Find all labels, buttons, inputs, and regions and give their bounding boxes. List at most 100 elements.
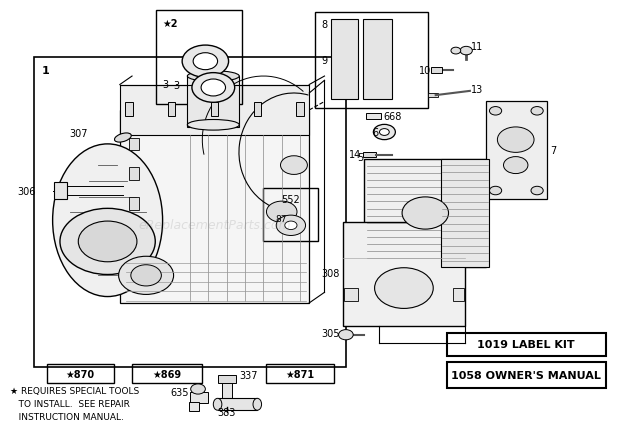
Ellipse shape — [213, 399, 222, 410]
Ellipse shape — [253, 399, 262, 410]
Circle shape — [451, 48, 461, 55]
Bar — [34, 58, 346, 367]
Ellipse shape — [187, 120, 239, 131]
Bar — [222, 378, 232, 407]
Ellipse shape — [53, 144, 162, 297]
Circle shape — [280, 157, 308, 175]
Text: 305: 305 — [321, 328, 340, 338]
Circle shape — [374, 268, 433, 309]
Bar — [363, 153, 376, 158]
Bar — [168, 103, 175, 117]
Text: ★871: ★871 — [285, 369, 314, 379]
Text: 5: 5 — [356, 153, 363, 163]
Bar — [46, 365, 113, 384]
Circle shape — [277, 215, 306, 236]
Circle shape — [339, 330, 353, 340]
Bar — [120, 85, 309, 136]
Text: 14: 14 — [349, 150, 361, 160]
Circle shape — [191, 384, 205, 394]
Text: eReplacementParts.com: eReplacementParts.com — [138, 218, 291, 231]
Ellipse shape — [187, 71, 239, 82]
Text: 8: 8 — [321, 20, 327, 30]
Circle shape — [489, 108, 502, 116]
Circle shape — [78, 221, 137, 262]
Bar — [129, 197, 140, 210]
Text: 10: 10 — [419, 65, 432, 76]
Bar — [446, 362, 606, 388]
Circle shape — [402, 197, 448, 230]
Bar — [218, 375, 236, 384]
Text: 552: 552 — [281, 194, 300, 205]
Circle shape — [503, 157, 528, 174]
Bar — [129, 138, 140, 151]
Bar — [132, 365, 202, 384]
Text: 307: 307 — [69, 129, 88, 139]
Bar — [190, 392, 208, 403]
Text: 11: 11 — [471, 42, 484, 52]
Circle shape — [118, 257, 174, 295]
Bar — [428, 94, 438, 98]
Text: 9: 9 — [321, 56, 327, 66]
Text: 87: 87 — [276, 214, 287, 223]
Bar — [264, 189, 319, 242]
Bar — [156, 11, 242, 104]
Bar — [487, 102, 547, 200]
Text: 383: 383 — [218, 407, 236, 417]
Circle shape — [193, 54, 218, 71]
Text: 1019 LABEL KIT: 1019 LABEL KIT — [477, 339, 575, 350]
Bar — [218, 399, 257, 410]
Text: 635: 635 — [170, 387, 189, 397]
Bar — [189, 402, 199, 411]
Text: 3: 3 — [162, 80, 169, 89]
Text: ★870: ★870 — [66, 369, 95, 379]
Bar — [446, 333, 606, 356]
Circle shape — [531, 108, 543, 116]
Circle shape — [192, 74, 235, 103]
Text: 1058 OWNER'S MANUAL: 1058 OWNER'S MANUAL — [451, 370, 601, 380]
Circle shape — [285, 221, 297, 230]
Bar — [343, 223, 465, 326]
Bar — [330, 20, 358, 100]
Text: 6: 6 — [372, 128, 378, 138]
Bar — [211, 103, 218, 117]
Circle shape — [373, 125, 396, 140]
Circle shape — [131, 265, 161, 286]
Bar — [267, 365, 334, 384]
Text: ★2: ★2 — [162, 19, 178, 29]
Bar — [129, 168, 140, 181]
Bar — [366, 114, 381, 120]
Bar — [364, 160, 487, 267]
Text: 13: 13 — [471, 85, 484, 95]
Text: 306: 306 — [18, 186, 36, 196]
Text: ★869: ★869 — [153, 369, 182, 379]
Text: ★ REQUIRES SPECIAL TOOLS
   TO INSTALL.  SEE REPAIR
   INSTRUCTION MANUAL.: ★ REQUIRES SPECIAL TOOLS TO INSTALL. SEE… — [10, 386, 139, 421]
Circle shape — [379, 129, 389, 136]
Text: 337: 337 — [239, 370, 257, 380]
Text: 668: 668 — [384, 112, 402, 122]
Bar — [254, 103, 261, 117]
Bar — [432, 68, 442, 74]
Circle shape — [489, 187, 502, 195]
Ellipse shape — [115, 134, 131, 143]
Bar — [55, 183, 67, 200]
Bar — [187, 77, 239, 128]
Circle shape — [267, 202, 297, 223]
Bar — [316, 13, 428, 109]
Circle shape — [531, 187, 543, 195]
Circle shape — [460, 47, 472, 56]
Bar — [296, 103, 304, 117]
Text: 7: 7 — [551, 146, 557, 156]
Bar — [363, 20, 392, 100]
Circle shape — [60, 209, 155, 275]
Text: 3: 3 — [173, 80, 179, 90]
Circle shape — [182, 46, 229, 78]
Bar — [453, 289, 464, 301]
Text: 308: 308 — [321, 269, 340, 279]
Bar — [120, 111, 309, 303]
Circle shape — [497, 128, 534, 153]
Bar — [441, 160, 489, 267]
Text: 1: 1 — [42, 65, 50, 75]
Circle shape — [201, 80, 226, 97]
Bar — [344, 289, 358, 301]
Bar — [125, 103, 133, 117]
